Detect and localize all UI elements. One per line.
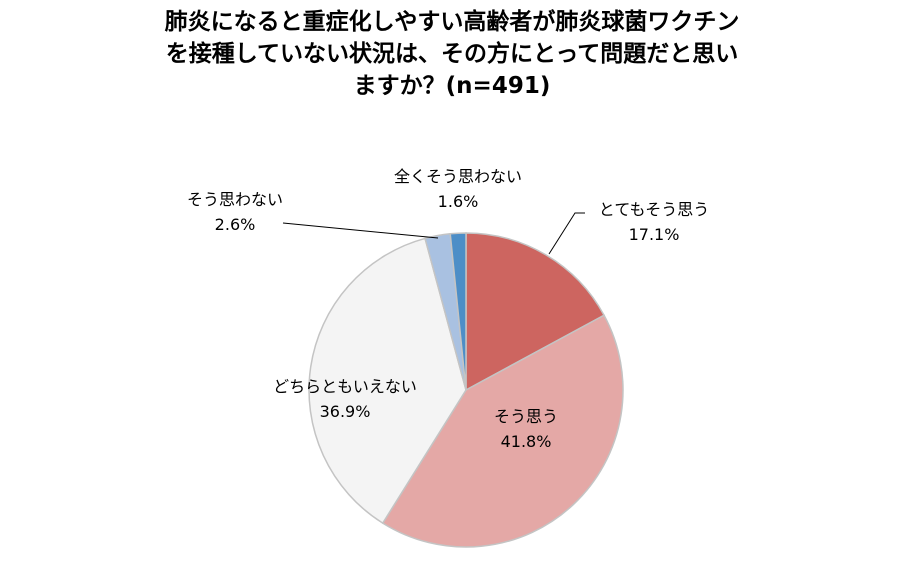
pie-slice-0 [465, 232, 606, 392]
chart-title-line-2: を接種していない状況は、その方にとって問題だと思い [165, 41, 739, 67]
leader-line-slice-0 [548, 212, 585, 255]
pie-slice-2 [308, 237, 467, 525]
chart-title: 肺炎になると重症化しやすい高齢者が肺炎球菌ワクチン を接種していない状況は、その… [52, 6, 852, 102]
leader-lines [282, 212, 585, 255]
slice-label-name-3: そう思わない [187, 190, 283, 209]
pie-slice-1 [381, 314, 624, 548]
pie-slice-4 [449, 232, 467, 391]
slice-label-pct-3: 2.6% [215, 215, 256, 234]
chart-title-line-3: ますか？(n=491) [353, 73, 551, 99]
pie-labels: とてもそう思う 17.1% そう思う 41.8% どちらともいえない 36.9%… [187, 167, 709, 451]
chart-title-line-1: 肺炎になると重症化しやすい高齢者が肺炎球菌ワクチン [164, 9, 740, 35]
pie-slices [308, 232, 624, 548]
slice-label-name-2: どちらともいえない [273, 377, 417, 396]
slice-label-name-0: とてもそう思う [599, 200, 709, 219]
slice-label-pct-0: 17.1% [629, 225, 680, 244]
slice-label-pct-4: 1.6% [438, 192, 479, 211]
slice-label-name-4: 全くそう思わない [394, 167, 522, 186]
leader-line-slice-3 [282, 222, 439, 239]
slice-label-pct-1: 41.8% [501, 432, 552, 451]
slice-label-pct-2: 36.9% [320, 402, 371, 421]
slice-label-name-1: そう思う [494, 407, 558, 426]
